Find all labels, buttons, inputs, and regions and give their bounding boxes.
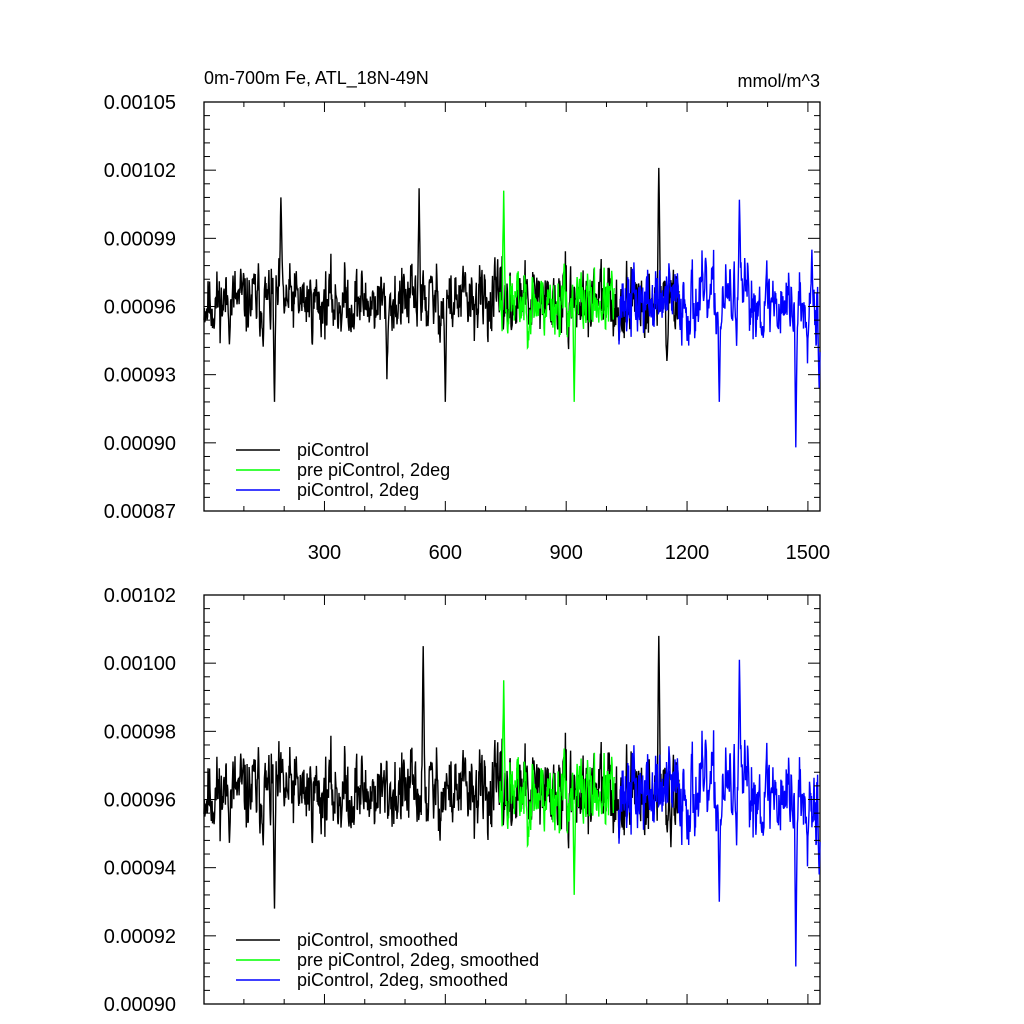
x-tick-label: 900 <box>549 542 582 564</box>
legend-label: piControl, 2deg, smoothed <box>297 970 508 990</box>
legend-label: piControl, smoothed <box>297 930 458 950</box>
series-line-1-1 <box>499 680 616 895</box>
x-tick-label: 600 <box>429 542 462 564</box>
y-tick-label: 0.00102 <box>104 160 176 182</box>
y-tick-label: 0.00096 <box>104 790 176 812</box>
y-tick-label: 0.00090 <box>104 433 176 455</box>
y-tick-label: 0.00092 <box>104 926 176 948</box>
legend-label: piControl, 2deg <box>297 480 419 500</box>
y-tick-label: 0.00100 <box>104 653 176 675</box>
top-series-layer <box>203 167 821 448</box>
x-tick-label: 1200 <box>665 542 710 564</box>
series-line-1-0 <box>203 635 680 909</box>
top-panel: 300 600 900 1200 1500 0.00087 0.00090 0.00093 0.… <box>104 68 830 564</box>
y-tick-label: 0.00090 <box>104 994 176 1016</box>
y-tick-label: 0.00093 <box>104 365 176 387</box>
top-units-label: mmol/m^3 <box>738 71 820 91</box>
y-tick-label: 0.00099 <box>104 228 176 250</box>
series-line-0-1 <box>499 190 616 402</box>
top-title: 0m-700m Fe, ATL_18N-49N <box>204 68 429 89</box>
legend-label: pre piControl, 2deg, smoothed <box>297 950 539 970</box>
y-tick-label: 0.00087 <box>104 501 176 523</box>
top-ticks-layer: 300 600 900 1200 1500 0.00087 0.00090 0.00093 0.… <box>104 92 830 564</box>
bottom-series-layer <box>203 635 821 967</box>
y-tick-label: 0.00094 <box>104 858 176 880</box>
series-line-0-2 <box>617 199 821 448</box>
bottom-panel: 0.00090 0.00092 0.00094 0.00096 0.00098 0.001… <box>104 585 821 1016</box>
y-tick-label: 0.00096 <box>104 297 176 319</box>
y-tick-label: 0.00105 <box>104 92 176 114</box>
bottom-ticks-layer: 0.00090 0.00092 0.00094 0.00096 0.00098 0.001… <box>104 585 820 1016</box>
series-line-0-0 <box>203 167 680 402</box>
series-line-1-2 <box>617 659 821 967</box>
legend-label: piControl <box>297 440 369 460</box>
y-tick-label: 0.00098 <box>104 721 176 743</box>
x-tick-label: 300 <box>308 542 341 564</box>
y-tick-label: 0.00102 <box>104 585 176 607</box>
x-tick-label: 1500 <box>786 542 831 564</box>
legend-label: pre piControl, 2deg <box>297 460 450 480</box>
